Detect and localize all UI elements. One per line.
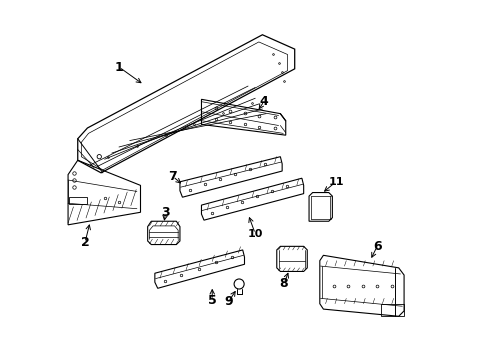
Text: 1: 1 — [114, 60, 123, 73]
Bar — [69, 197, 86, 204]
Text: 10: 10 — [247, 229, 263, 239]
Text: 4: 4 — [259, 95, 268, 108]
Text: 11: 11 — [327, 177, 343, 187]
Text: 8: 8 — [279, 278, 287, 291]
Text: 5: 5 — [207, 294, 216, 307]
Text: 2: 2 — [81, 236, 89, 249]
Text: 9: 9 — [224, 296, 232, 309]
Text: 7: 7 — [168, 170, 177, 183]
Text: 6: 6 — [372, 240, 381, 253]
Text: 3: 3 — [161, 206, 169, 219]
